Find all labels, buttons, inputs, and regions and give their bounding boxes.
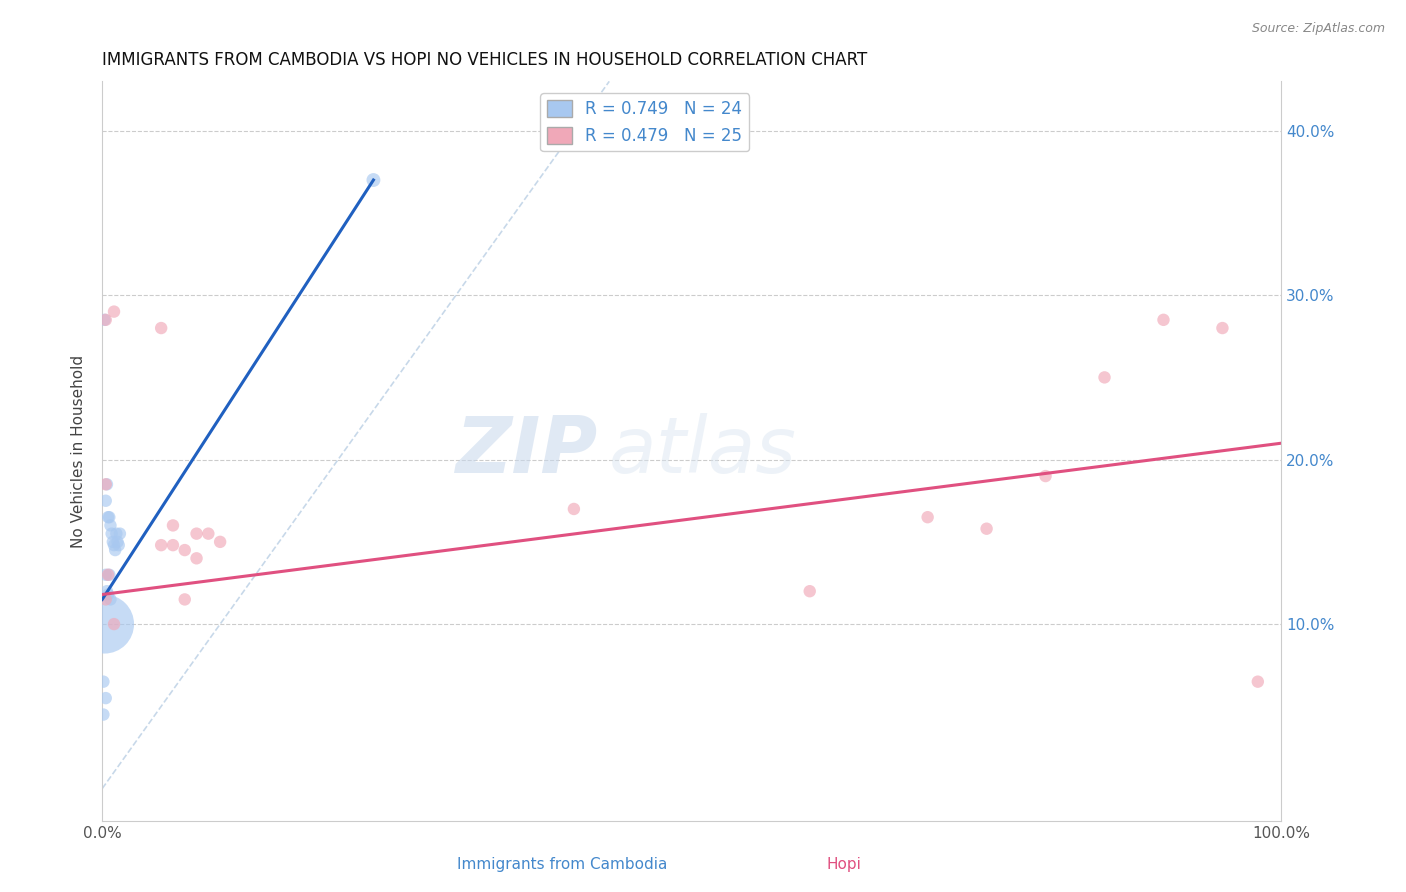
Text: Source: ZipAtlas.com: Source: ZipAtlas.com [1251,22,1385,36]
Point [94,567,117,582]
Point [96,584,118,599]
Point [186,551,208,566]
Point [104,543,127,558]
Point [96,477,118,491]
Point [101,534,124,549]
Point [917,510,939,524]
Point [150,538,173,552]
Point [209,534,232,549]
Point [1247,674,1270,689]
Text: Immigrants from Cambodia: Immigrants from Cambodia [457,857,668,872]
Point [97,587,120,601]
Point [1153,313,1175,327]
Point [1211,321,1233,335]
Point [93,313,115,327]
Point [105,526,128,541]
Point [100,518,122,533]
Point [107,538,129,552]
Point [103,617,125,632]
Text: atlas: atlas [609,413,797,490]
Point [93,707,115,722]
Point [98,510,121,524]
Point [1094,370,1116,384]
Point [103,304,125,318]
Point [94,691,117,706]
Point [197,526,219,541]
Point [562,502,585,516]
Point [100,592,122,607]
Point [1035,469,1057,483]
Point [98,567,121,582]
Point [186,526,208,541]
Point [363,173,385,187]
Point [173,592,195,607]
Point [97,567,120,582]
Point [94,313,117,327]
Text: Hopi: Hopi [827,857,860,872]
Point [94,592,117,607]
Y-axis label: No Vehicles in Household: No Vehicles in Household [72,355,86,548]
Point [108,526,131,541]
Point [107,534,129,549]
Legend: R = 0.749   N = 24, R = 0.479   N = 25: R = 0.749 N = 24, R = 0.479 N = 25 [540,94,749,152]
Point [162,518,184,533]
Point [162,538,184,552]
Point [97,510,120,524]
Point [799,584,821,599]
Point [94,493,117,508]
Point [93,617,115,632]
Point [103,538,125,552]
Point [150,321,173,335]
Point [100,526,122,541]
Point [173,543,195,558]
Point [976,522,998,536]
Text: ZIP: ZIP [456,413,598,490]
Point [94,477,117,491]
Text: IMMIGRANTS FROM CAMBODIA VS HOPI NO VEHICLES IN HOUSEHOLD CORRELATION CHART: IMMIGRANTS FROM CAMBODIA VS HOPI NO VEHI… [103,51,868,69]
Point [93,674,115,689]
